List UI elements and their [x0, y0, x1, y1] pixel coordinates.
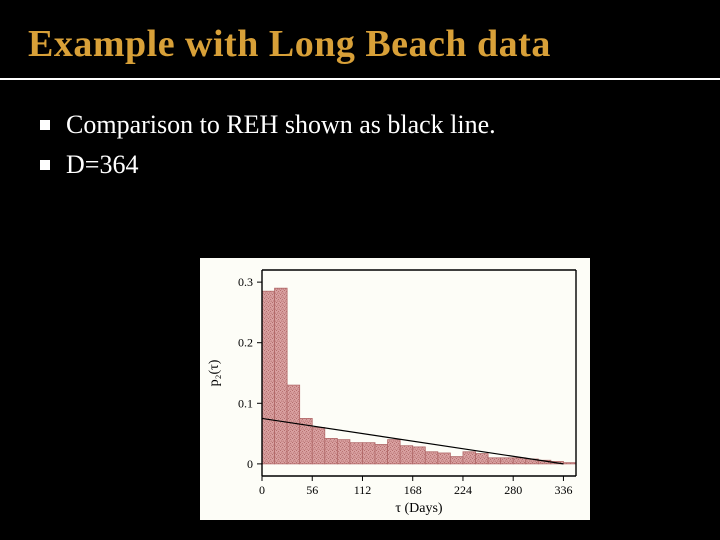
- svg-text:τ (Days): τ (Days): [395, 501, 443, 516]
- slide: Example with Long Beach data Comparison …: [0, 0, 720, 540]
- bullet-item: D=364: [40, 148, 692, 182]
- histogram-chart: 0 56 112 168 224 280 336 0 0.1 0.2 0.3 τ (Days) p₂(τ…: [200, 258, 590, 520]
- chart-svg: 0 56 112 168 224 280 336 0 0.1 0.2 0.3 τ (Days) p₂(τ…: [200, 258, 590, 520]
- square-bullet-icon: [40, 120, 50, 130]
- svg-text:0.2: 0.2: [238, 336, 253, 350]
- svg-text:56: 56: [306, 483, 318, 497]
- svg-text:112: 112: [354, 483, 372, 497]
- content-area: Comparison to REH shown as black line. D…: [0, 80, 720, 182]
- svg-text:224: 224: [454, 483, 472, 497]
- svg-text:0.3: 0.3: [238, 275, 253, 289]
- svg-text:168: 168: [404, 483, 422, 497]
- svg-text:0: 0: [247, 457, 253, 471]
- bullet-text: Comparison to REH shown as black line.: [66, 108, 496, 142]
- square-bullet-icon: [40, 160, 50, 170]
- bullet-text: D=364: [66, 148, 138, 182]
- svg-text:0: 0: [259, 483, 265, 497]
- svg-text:280: 280: [504, 483, 522, 497]
- svg-text:0.1: 0.1: [238, 396, 253, 410]
- bullet-item: Comparison to REH shown as black line.: [40, 108, 692, 142]
- slide-title: Example with Long Beach data: [0, 0, 720, 74]
- svg-text:p₂(τ): p₂(τ): [207, 359, 222, 386]
- svg-text:336: 336: [554, 483, 572, 497]
